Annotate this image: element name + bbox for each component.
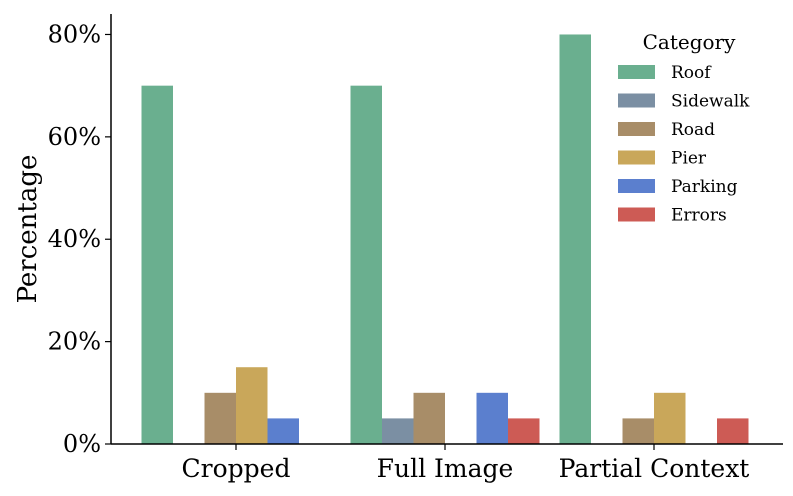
bars-group: [141, 34, 749, 445]
y-tick-label: 20%: [48, 328, 101, 356]
legend-label-roof: Roof: [671, 63, 712, 83]
y-tick-label: 60%: [48, 123, 101, 151]
legend-swatch-roof: [618, 65, 655, 79]
legend-label-parking: Parking: [671, 177, 738, 197]
legend-swatch-road: [618, 122, 655, 136]
legend-swatch-pier: [618, 150, 655, 165]
bar-roof-partial-context: [559, 34, 591, 444]
legend-label-pier: Pier: [671, 149, 707, 169]
bar-road-cropped: [204, 392, 236, 444]
bar-roof-cropped: [141, 85, 173, 445]
legend-swatch-parking: [618, 179, 655, 193]
bar-errors-partial-context: [717, 418, 749, 444]
x-tick-label: Partial Context: [559, 454, 750, 483]
legend-label-sidewalk: Sidewalk: [671, 92, 750, 112]
bar-pier-partial-context: [654, 392, 686, 444]
x-tick-label: Full Image: [377, 454, 514, 483]
y-axis-ticks: 0% 20% 40% 60% 80%: [48, 20, 111, 458]
y-axis-label: Percentage: [13, 155, 43, 304]
y-tick-label: 0%: [63, 430, 101, 458]
bar-parking-full-image: [476, 392, 508, 444]
bar-parking-cropped: [267, 418, 299, 444]
bar-roof-full-image: [350, 85, 382, 445]
x-axis-ticks: Cropped Full Image Partial Context: [182, 444, 750, 483]
bar-sidewalk-full-image: [382, 418, 414, 444]
bar-road-partial-context: [622, 418, 654, 444]
legend-title: Category: [643, 30, 737, 54]
bar-pier-cropped: [236, 367, 268, 444]
bar-errors-full-image: [508, 418, 540, 444]
x-tick-label: Cropped: [182, 454, 291, 483]
y-tick-label: 80%: [48, 20, 101, 48]
legend-swatch-sidewalk: [618, 93, 655, 108]
bar-road-full-image: [413, 392, 445, 444]
y-tick-label: 40%: [48, 225, 101, 253]
legend: Category Roof Sidewalk Road Pier Parking Erro…: [618, 30, 750, 226]
legend-items: Roof Sidewalk Road Pier Parking Errors: [618, 63, 750, 226]
legend-swatch-errors: [618, 207, 655, 222]
legend-label-errors: Errors: [671, 206, 727, 226]
legend-label-road: Road: [671, 120, 715, 140]
